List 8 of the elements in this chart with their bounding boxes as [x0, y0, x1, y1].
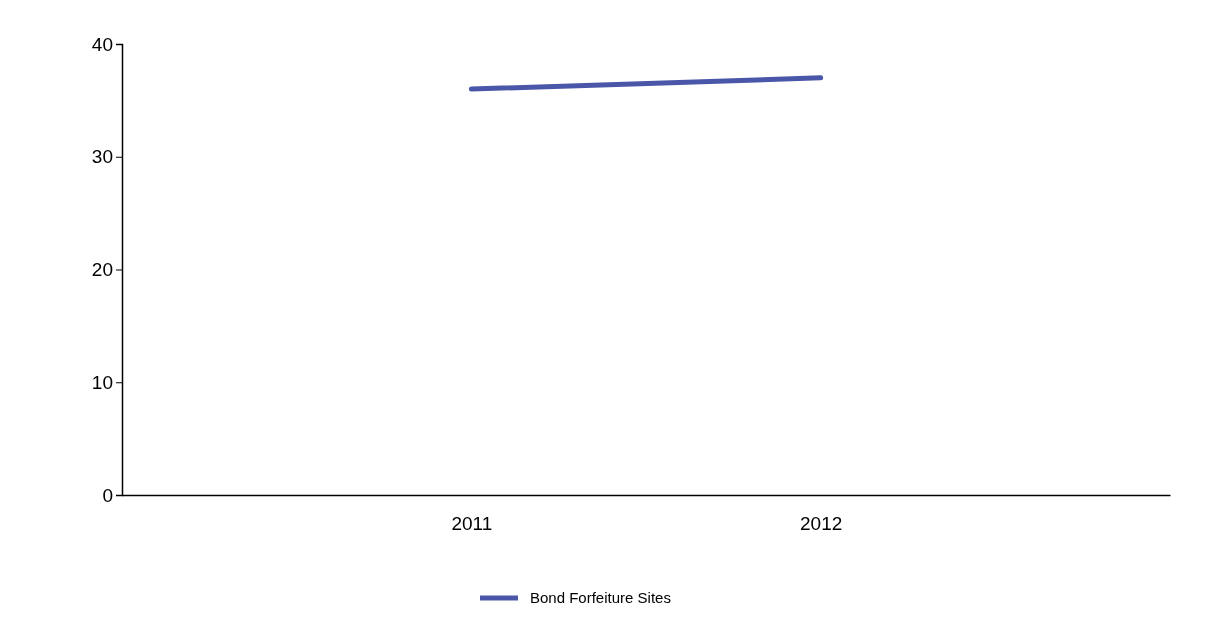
y-tick-label: 20	[91, 259, 113, 281]
legend-label: Bond Forfeiture Sites	[530, 589, 671, 606]
y-tick-label: 30	[91, 146, 113, 168]
y-tick-label: 0	[102, 484, 113, 506]
y-tick-label: 10	[91, 371, 113, 393]
x-tick-label: 2012	[800, 513, 843, 535]
x-tick-label: 2011	[451, 513, 493, 535]
y-tick-label: 40	[91, 33, 113, 55]
